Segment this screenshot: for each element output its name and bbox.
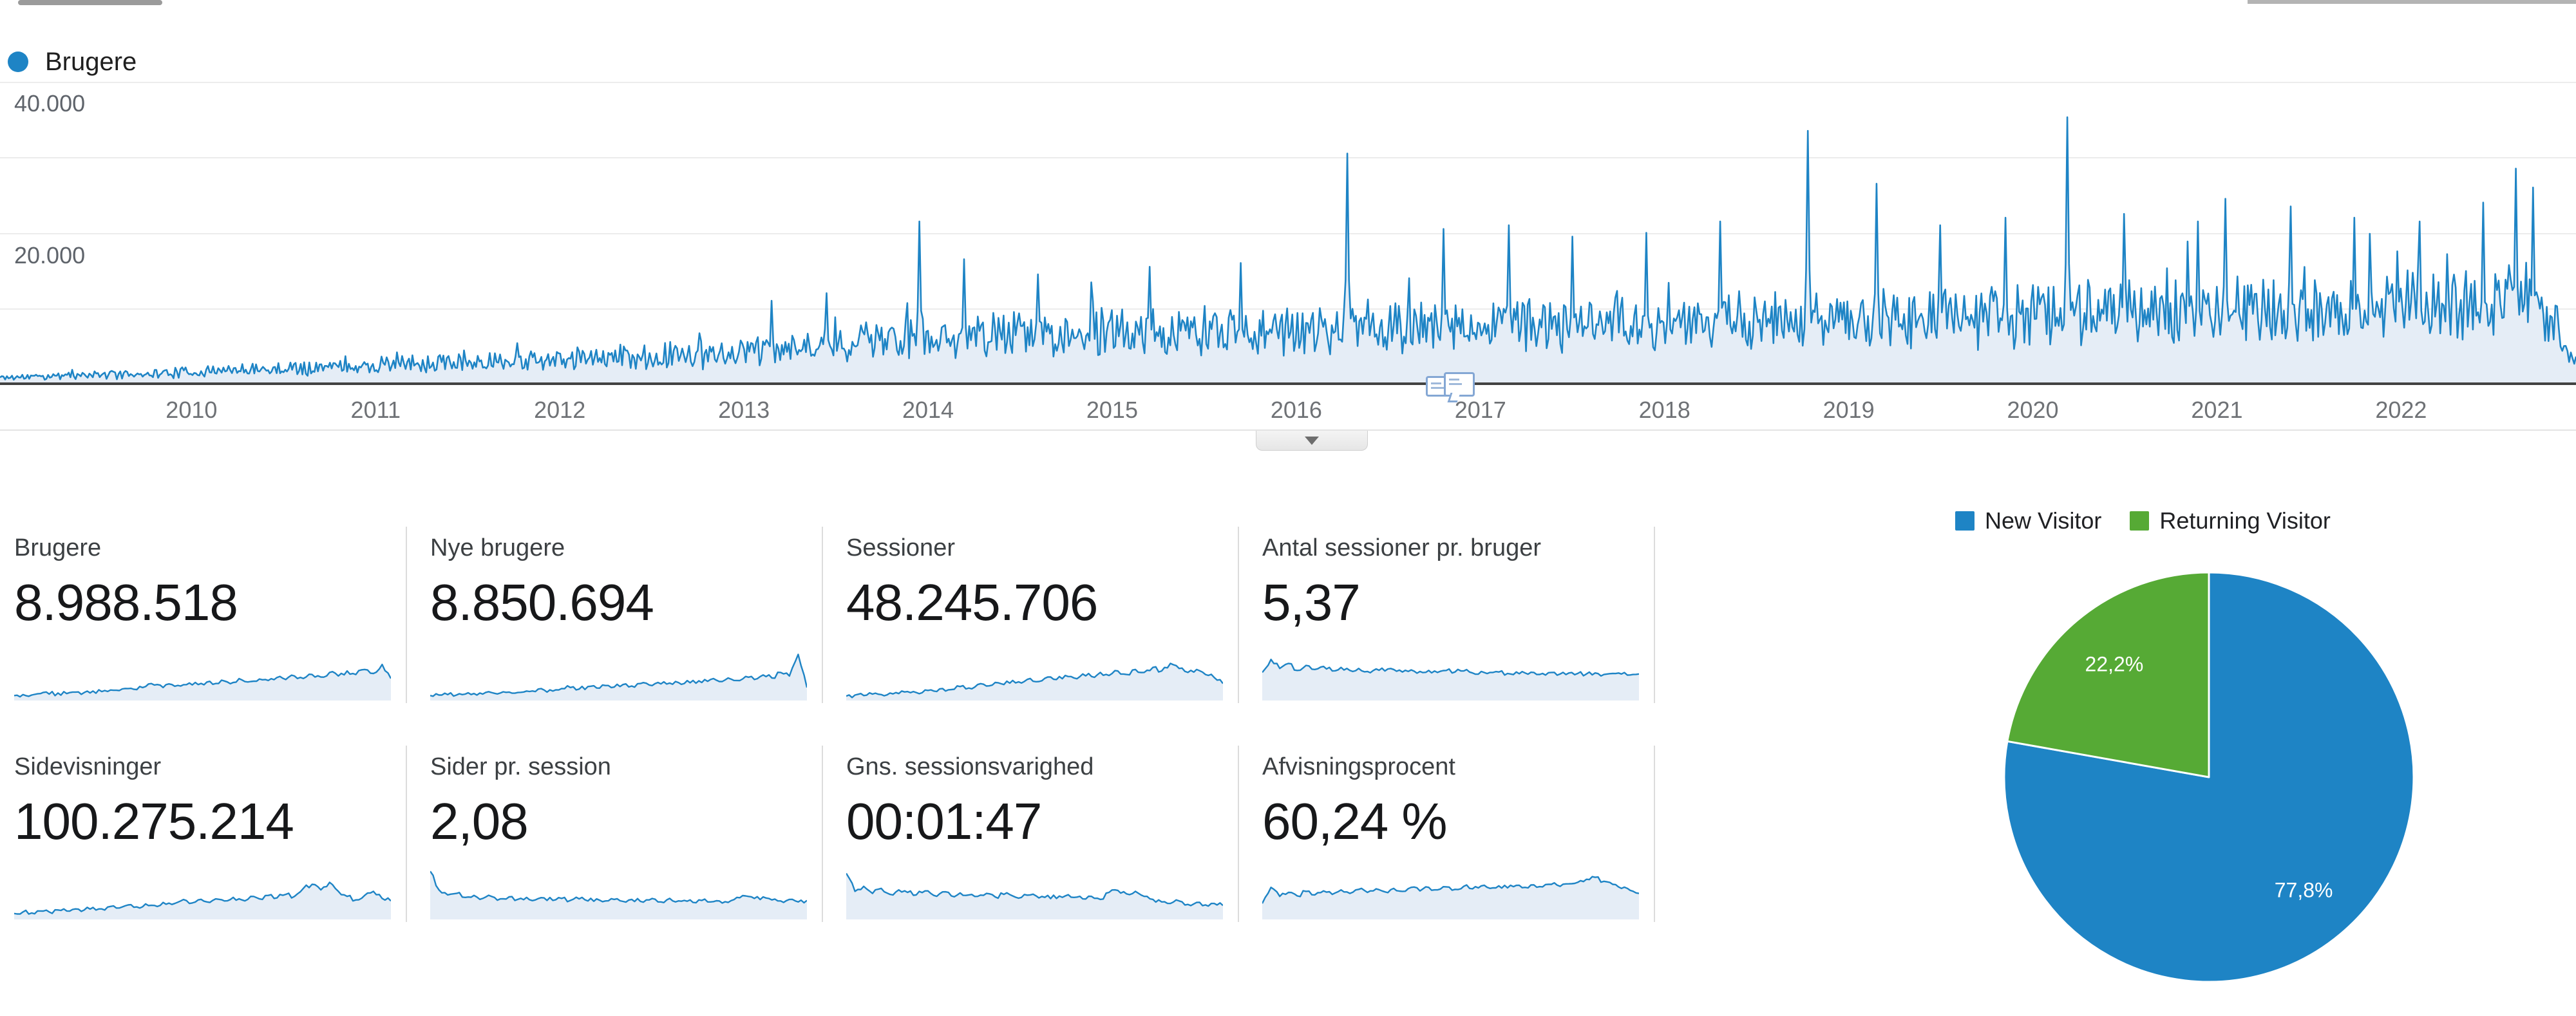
- metric-card-afvisningsprocent: Afvisningsprocent 60,24 %: [1262, 755, 1649, 948]
- metric-sparkline: [1262, 659, 1639, 701]
- metric-label: Nye brugere: [430, 534, 565, 561]
- metric-value: 5,37: [1262, 574, 1361, 631]
- metric-sparkline: [14, 663, 391, 701]
- card-divider: [1654, 746, 1655, 922]
- gridline-30000: [0, 157, 2576, 158]
- chart-legend: Brugere: [8, 46, 137, 77]
- annotations-expand-tab[interactable]: [1256, 431, 1368, 451]
- series-label: Brugere: [45, 47, 137, 76]
- card-divider: [822, 746, 823, 922]
- metric-value: 8.988.518: [14, 574, 238, 631]
- pie-legend: New Visitor Returning Visitor: [1955, 507, 2331, 534]
- series-dot-icon: [8, 52, 28, 72]
- returning-visitor-swatch-icon: [2130, 511, 2150, 531]
- metric-sparkline: [430, 654, 807, 701]
- metric-card-sessionsvarighed: Gns. sessionsvarighed 00:01:47: [846, 755, 1233, 948]
- x-axis-label: 2014: [902, 397, 954, 423]
- x-axis-label: 2020: [2007, 397, 2059, 423]
- metric-sparkline: [14, 881, 391, 919]
- y-tick-20000: 20.000: [14, 242, 86, 268]
- x-axis-line: [0, 382, 2576, 385]
- metric-value: 100.275.214: [14, 793, 294, 850]
- x-axis-label: 2013: [718, 397, 770, 423]
- pie-slice-new-visitor: [2003, 571, 2415, 983]
- metric-sparkline: [846, 872, 1223, 919]
- card-divider: [406, 746, 407, 922]
- pie-slice-returning-visitor: [2006, 571, 2210, 778]
- metric-label: Sidevisninger: [14, 753, 162, 780]
- chart-bottom-divider: [0, 429, 2576, 431]
- metric-card-sidevisninger: Sidevisninger 100.275.214: [14, 755, 401, 948]
- x-axis-label: 2022: [2375, 397, 2427, 423]
- scrollbar-remnant-left[interactable]: [18, 0, 162, 5]
- pie-percentage-label: 22,2%: [2085, 653, 2144, 676]
- gridline-40000: [0, 82, 2576, 83]
- metric-label: Gns. sessionsvarighed: [846, 753, 1094, 780]
- metric-card-sider-pr-session: Sider pr. session 2,08: [430, 755, 817, 948]
- metric-card-brugere: Brugere 8.988.518: [14, 536, 401, 729]
- annotation-bubble-icon: [1444, 372, 1475, 397]
- card-divider: [1654, 527, 1655, 703]
- metric-sparkline: [846, 663, 1223, 701]
- metric-sparkline: [430, 870, 807, 919]
- users-area-chart[interactable]: [0, 0, 2576, 412]
- x-axis-label: 2010: [166, 397, 218, 423]
- annotation-bubble-tail: [1447, 393, 1461, 402]
- scrollbar-remnant-right[interactable]: [2248, 0, 2576, 4]
- metric-label: Sider pr. session: [430, 753, 611, 780]
- visitor-type-pie-chart[interactable]: 77,8% 22,2%: [2000, 569, 2418, 986]
- pie-percentage-label: 77,8%: [2275, 879, 2333, 902]
- metric-label: Antal sessioner pr. bruger: [1262, 534, 1542, 561]
- gridline-20000: [0, 233, 2576, 234]
- x-axis-label: 2019: [1823, 397, 1875, 423]
- new-visitor-swatch-icon: [1955, 511, 1975, 531]
- x-axis-label: 2018: [1638, 397, 1690, 423]
- metric-value: 8.850.694: [430, 574, 654, 631]
- x-axis-label: 2017: [1454, 397, 1506, 423]
- card-divider: [1238, 746, 1239, 922]
- users-timeseries-panel: Brugere 40.000 20.000 2010 2011 2012 2013 20…: [0, 0, 2576, 451]
- x-axis-label: 2012: [534, 397, 586, 423]
- card-divider: [406, 527, 407, 703]
- metric-value: 2,08: [430, 793, 529, 850]
- metric-label: Sessioner: [846, 534, 955, 561]
- legend-item-returning-visitor: Returning Visitor: [2130, 507, 2331, 534]
- metric-label: Afvisningsprocent: [1262, 753, 1455, 780]
- card-divider: [822, 527, 823, 703]
- legend-item-new-visitor: New Visitor: [1955, 507, 2101, 534]
- x-axis-label: 2015: [1086, 397, 1138, 423]
- metric-card-nye-brugere: Nye brugere 8.850.694: [430, 536, 817, 729]
- legend-label: Returning Visitor: [2159, 507, 2331, 534]
- metric-value: 60,24 %: [1262, 793, 1448, 850]
- x-axis-label: 2021: [2191, 397, 2243, 423]
- card-divider: [1238, 527, 1239, 703]
- metric-card-sessioner: Sessioner 48.245.706: [846, 536, 1233, 729]
- annotation-marker-icon[interactable]: [1426, 372, 1475, 406]
- legend-label: New Visitor: [1985, 507, 2102, 534]
- metric-value: 48.245.706: [846, 574, 1098, 631]
- x-axis-label: 2011: [350, 397, 401, 423]
- metric-label: Brugere: [14, 534, 102, 561]
- metric-value: 00:01:47: [846, 793, 1042, 850]
- chevron-down-icon: [1305, 436, 1319, 445]
- x-axis-label: 2016: [1270, 397, 1322, 423]
- y-tick-40000: 40.000: [14, 90, 86, 117]
- metric-card-sessioner-pr-bruger: Antal sessioner pr. bruger 5,37: [1262, 536, 1649, 729]
- metric-sparkline: [1262, 876, 1639, 919]
